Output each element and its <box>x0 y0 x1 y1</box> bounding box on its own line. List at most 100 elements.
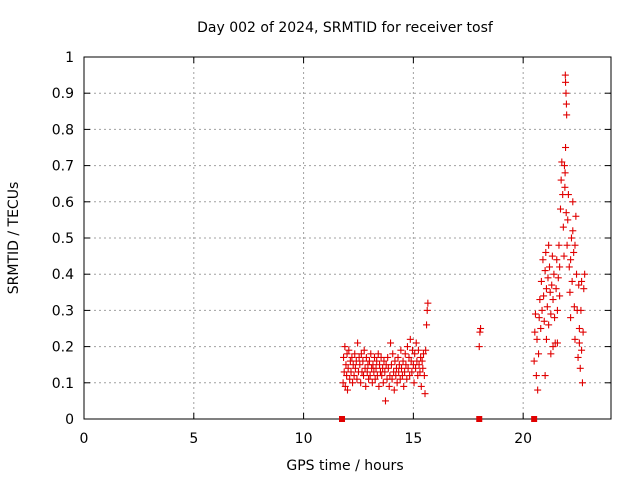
data-point <box>357 379 365 387</box>
data-point <box>578 277 586 285</box>
data-point <box>403 343 411 351</box>
data-point <box>545 321 553 329</box>
data-point <box>399 357 407 365</box>
data-point <box>580 285 588 293</box>
data-point <box>564 191 572 199</box>
data-point <box>576 364 584 372</box>
data-point <box>385 382 393 390</box>
data-point <box>346 357 354 365</box>
data-point <box>410 379 418 387</box>
data-point <box>581 270 589 278</box>
data-point <box>574 353 582 361</box>
data-point <box>549 296 557 304</box>
data-point <box>395 368 403 376</box>
data-point <box>536 296 544 304</box>
data-point <box>548 281 556 289</box>
data-point <box>404 364 412 372</box>
y-tick-label: 0.3 <box>52 303 74 319</box>
data-point <box>417 382 425 390</box>
data-point <box>542 248 550 256</box>
data-point <box>541 267 549 275</box>
x-tick-label: 15 <box>404 431 422 447</box>
data-point <box>343 372 351 380</box>
data-point <box>560 252 568 260</box>
y-tick-label: 0.7 <box>52 159 74 175</box>
data-point <box>542 285 550 293</box>
data-point <box>362 382 370 390</box>
data-point <box>365 375 373 383</box>
data-point <box>401 368 409 376</box>
data-point <box>384 364 392 372</box>
data-point <box>570 303 578 311</box>
data-point <box>575 339 583 347</box>
y-axis-label: SRMTID / TECUs <box>6 182 22 295</box>
data-point <box>421 390 429 398</box>
data-point <box>351 350 359 358</box>
x-tick-label: 20 <box>514 431 532 447</box>
data-point <box>386 372 394 380</box>
data-point <box>380 357 388 365</box>
data-point <box>362 353 370 361</box>
y-tick-label: 0.6 <box>52 195 74 211</box>
data-point <box>543 303 551 311</box>
data-point <box>553 306 561 314</box>
data-point <box>423 306 431 314</box>
x-axis-label: GPS time / hours <box>286 458 403 474</box>
data-point <box>381 368 389 376</box>
data-point <box>537 325 545 332</box>
data-point <box>406 372 414 380</box>
data-point <box>423 321 431 329</box>
data-point <box>541 372 549 380</box>
data-point <box>403 375 411 383</box>
data-point <box>572 212 580 220</box>
data-point <box>545 241 553 249</box>
data-point <box>561 169 569 177</box>
data-point <box>350 372 358 380</box>
data-point <box>389 350 397 358</box>
data-point <box>344 386 351 394</box>
y-tick-label: 0.9 <box>52 86 74 102</box>
data-point <box>341 343 349 351</box>
data-point <box>560 162 568 170</box>
data-point <box>535 314 543 322</box>
y-tick-label: 0.5 <box>52 231 74 247</box>
data-point <box>398 372 406 380</box>
data-point <box>390 386 398 394</box>
data-point <box>561 183 569 191</box>
data-point <box>372 364 380 372</box>
data-point <box>477 325 485 332</box>
data-point <box>369 361 377 369</box>
data-point <box>566 288 574 296</box>
data-point <box>366 372 374 380</box>
data-point <box>400 382 408 390</box>
data-point <box>346 375 354 383</box>
data-point <box>375 382 383 390</box>
data-point <box>540 292 548 300</box>
data-point <box>533 335 541 343</box>
data-point <box>387 339 395 347</box>
data-point <box>402 361 410 369</box>
data-gap-markers <box>339 416 538 422</box>
data-point <box>345 346 353 354</box>
data-point <box>353 375 361 383</box>
data-point <box>579 328 587 336</box>
data-point <box>367 350 375 358</box>
data-point <box>562 144 570 151</box>
x-tick-label: 0 <box>80 431 89 447</box>
data-point <box>341 382 349 390</box>
data-point <box>419 350 427 358</box>
data-point <box>340 353 348 361</box>
data-point <box>401 350 409 358</box>
data-point <box>392 372 400 380</box>
data-point <box>558 158 566 166</box>
data-point <box>420 372 428 380</box>
data-point <box>411 350 419 358</box>
data-point <box>563 241 571 249</box>
data-point <box>557 176 565 184</box>
data-point <box>396 375 404 383</box>
data-point <box>349 361 357 369</box>
data-point <box>567 256 575 264</box>
data-point <box>550 270 558 278</box>
data-point <box>556 263 564 271</box>
